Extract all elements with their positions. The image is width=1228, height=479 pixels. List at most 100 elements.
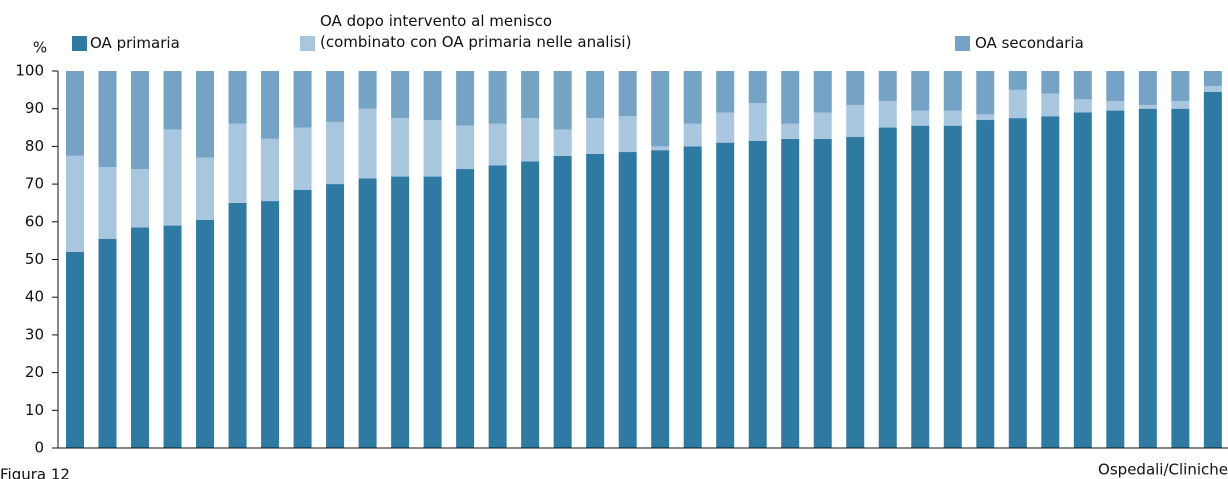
bar-segment — [521, 161, 540, 449]
bar-segment — [846, 136, 865, 448]
bar-segment — [651, 150, 670, 449]
bar-segment — [1106, 101, 1125, 111]
bar-segment — [1041, 93, 1060, 117]
bar-segment — [261, 201, 280, 448]
bar-segment — [813, 112, 832, 139]
bar-segment — [943, 71, 962, 111]
y-tick-label: 100 — [15, 62, 44, 80]
bar-segment — [66, 71, 85, 156]
bar-segment — [1138, 108, 1157, 448]
bar-segment — [326, 121, 345, 185]
bar-segment — [683, 123, 702, 147]
bar-segment — [943, 110, 962, 126]
bar-segment — [781, 71, 800, 124]
bar-segment — [976, 71, 995, 115]
bar-segment — [553, 129, 572, 156]
bar-segment — [163, 225, 182, 448]
bar-segment — [976, 114, 995, 121]
bar-segment — [1008, 118, 1027, 448]
bar-segment — [716, 71, 735, 113]
bar-segment — [586, 153, 605, 448]
bar-segment — [911, 125, 930, 448]
bar-segment — [1106, 110, 1125, 449]
bar-segment — [521, 71, 540, 119]
bar-segment — [813, 71, 832, 113]
bar-segment — [228, 123, 247, 203]
bar-segment — [748, 140, 767, 448]
bar-segment — [1106, 71, 1125, 102]
bar-segment — [66, 251, 85, 448]
y-tick-label: 50 — [25, 250, 44, 268]
bar-segment — [261, 71, 280, 139]
bar-segment — [683, 71, 702, 124]
y-axis-label: % — [33, 39, 47, 57]
bar-segment — [163, 71, 182, 130]
bar-segment — [651, 71, 670, 147]
bar-segment — [618, 71, 637, 117]
bar-segment — [651, 146, 670, 151]
bar-segment — [228, 71, 247, 124]
bar-segment — [423, 71, 442, 121]
bar-segment — [456, 125, 475, 170]
bar-segment — [488, 71, 507, 124]
bar-segment — [98, 167, 117, 239]
bar-segment — [293, 189, 312, 448]
bar-segment — [1171, 101, 1190, 109]
x-axis-label: Ospedali/Cliniche — [1098, 461, 1228, 479]
y-tick-label: 20 — [25, 363, 44, 381]
bar-segment — [131, 227, 150, 448]
bar-segment — [293, 127, 312, 190]
bar-segment — [293, 71, 312, 128]
y-tick-label: 70 — [25, 175, 44, 193]
y-tick-label: 10 — [25, 401, 44, 419]
bar-segment — [716, 112, 735, 143]
y-tick-label: 40 — [25, 288, 44, 306]
bar-segment — [553, 71, 572, 130]
y-tick-label: 60 — [25, 212, 44, 230]
bar-segment — [391, 71, 410, 119]
bar-segment — [878, 101, 897, 128]
bar-segment — [358, 71, 377, 109]
y-tick-label: 0 — [34, 439, 44, 457]
bar-segment — [1041, 71, 1060, 94]
bar-segment — [1203, 91, 1222, 449]
bar-segment — [618, 116, 637, 153]
bar-segment — [261, 138, 280, 202]
bar-segment — [781, 123, 800, 139]
legend-label: OA primaria — [90, 34, 180, 52]
bar-segment — [488, 165, 507, 448]
bar-segment — [586, 71, 605, 119]
bar-segment — [521, 118, 540, 162]
legend-swatch — [72, 36, 87, 51]
bar-segment — [163, 129, 182, 226]
bar-segment — [423, 176, 442, 448]
bar-segment — [1041, 116, 1060, 449]
bar-segment — [878, 127, 897, 449]
bar-segment — [1008, 89, 1027, 119]
bar-segment — [456, 71, 475, 126]
bar-segment — [846, 71, 865, 105]
bar-segment — [1073, 99, 1092, 113]
bar-segment — [813, 138, 832, 449]
y-tick-label: 30 — [25, 325, 44, 343]
bar-segment — [488, 123, 507, 166]
bar-segment — [748, 71, 767, 104]
bar-segment — [1171, 108, 1190, 448]
y-tick-label: 90 — [25, 99, 44, 117]
bar-segment — [196, 219, 215, 448]
bar-segment — [1203, 71, 1222, 87]
bar-segment — [846, 104, 865, 137]
bar-segment — [911, 71, 930, 111]
bar-segment — [553, 155, 572, 448]
bar-segment — [911, 110, 930, 126]
bar-segment — [748, 103, 767, 141]
bar-segment — [326, 184, 345, 448]
legend-swatch — [955, 36, 970, 51]
bar-segment — [131, 71, 150, 170]
bar-segment — [391, 176, 410, 448]
bar-segment — [1073, 71, 1092, 100]
bar-segment — [1008, 71, 1027, 90]
bar-segment — [716, 142, 735, 448]
